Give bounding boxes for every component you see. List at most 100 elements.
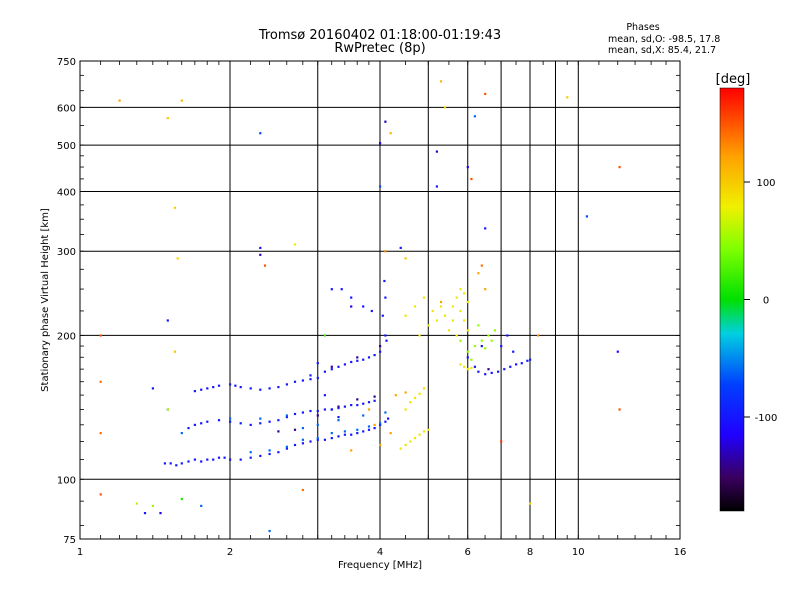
data-point (418, 334, 421, 337)
data-point (187, 427, 190, 430)
chart-subtitle: RwPretec (8p) (334, 41, 425, 56)
y-tick-label: 600 (57, 103, 76, 114)
data-point (466, 350, 469, 353)
data-point (447, 329, 451, 332)
data-point (362, 414, 365, 417)
data-point (459, 363, 462, 366)
y-tick-label: 200 (57, 331, 76, 342)
data-point (187, 460, 190, 463)
data-point (166, 408, 169, 411)
data-point (285, 416, 288, 419)
data-point (384, 420, 387, 423)
data-point (373, 395, 376, 398)
data-point (373, 354, 376, 357)
data-point (135, 502, 138, 505)
data-point (463, 292, 466, 295)
data-point (229, 383, 232, 386)
data-point (350, 433, 353, 436)
data-point (99, 432, 102, 435)
data-point (618, 408, 621, 411)
grid-lines (80, 61, 680, 539)
data-point (180, 99, 183, 102)
data-point (466, 166, 469, 169)
data-point (193, 390, 196, 393)
data-point (277, 419, 280, 422)
data-point (473, 345, 476, 348)
data-point (362, 305, 365, 308)
data-point (301, 427, 304, 430)
data-point (480, 345, 483, 348)
data-point (330, 408, 333, 411)
data-point (379, 345, 382, 348)
data-point (293, 428, 297, 431)
data-point (367, 408, 371, 411)
data-point (239, 458, 242, 461)
legend-line-x: mean, sd,X: 85.4, 21.7 (608, 45, 716, 56)
data-point (316, 409, 319, 413)
data-point (350, 305, 353, 308)
data-point (330, 437, 333, 440)
data-point (484, 92, 487, 96)
data-point (373, 427, 376, 430)
colorbar-label: [deg] (716, 72, 751, 87)
data-point (229, 420, 232, 423)
data-point (370, 309, 373, 313)
data-point (259, 454, 262, 457)
data-point (343, 405, 346, 408)
data-point (616, 350, 619, 353)
data-point (268, 529, 271, 533)
data-point (249, 456, 252, 459)
data-point (500, 440, 503, 443)
data-point (217, 384, 221, 387)
data-point (143, 512, 147, 515)
y-axis-label: Stationary phase Virtual Height [km] (40, 208, 51, 392)
data-point (330, 432, 333, 435)
data-point (470, 366, 473, 370)
data-point (356, 432, 359, 435)
data-point (350, 404, 353, 407)
x-axis-ticks: 1 2 4 6 8 10 16 (77, 61, 686, 558)
data-point (249, 451, 252, 454)
data-point (497, 370, 500, 373)
data-point (99, 380, 102, 383)
x-tick-label: 8 (527, 547, 533, 558)
data-point (356, 404, 359, 407)
data-point (466, 300, 469, 304)
data-point (439, 80, 443, 83)
data-point (151, 504, 154, 507)
data-point (379, 350, 382, 353)
data-point (259, 417, 262, 420)
data-point (175, 464, 178, 467)
data-point (259, 388, 262, 391)
chart-title: Tromsø 20160402 01:18:00-01:19:43 (258, 28, 501, 43)
data-point (477, 324, 480, 327)
y-tick-label: 750 (57, 57, 76, 68)
data-point (259, 132, 262, 135)
data-point (309, 374, 312, 377)
data-point (301, 442, 304, 445)
data-point (435, 150, 438, 153)
colorbar-ticks: 100 0 -100 (744, 178, 777, 424)
data-point (383, 279, 386, 283)
data-point (443, 314, 447, 317)
data-point (212, 458, 215, 461)
data-point (249, 387, 252, 390)
data-point (470, 177, 473, 181)
data-point (330, 288, 333, 291)
data-point (229, 417, 232, 420)
data-point (459, 288, 462, 291)
data-point (435, 185, 438, 188)
data-point (343, 363, 346, 366)
data-point (337, 405, 340, 408)
data-point (512, 350, 515, 353)
data-point (384, 296, 387, 299)
data-point (169, 462, 172, 465)
data-point (455, 334, 458, 337)
data-point (399, 447, 402, 450)
data-point (337, 435, 340, 438)
data-point (259, 246, 262, 249)
data-point (277, 386, 280, 389)
data-point (239, 386, 242, 389)
data-point (316, 362, 319, 365)
